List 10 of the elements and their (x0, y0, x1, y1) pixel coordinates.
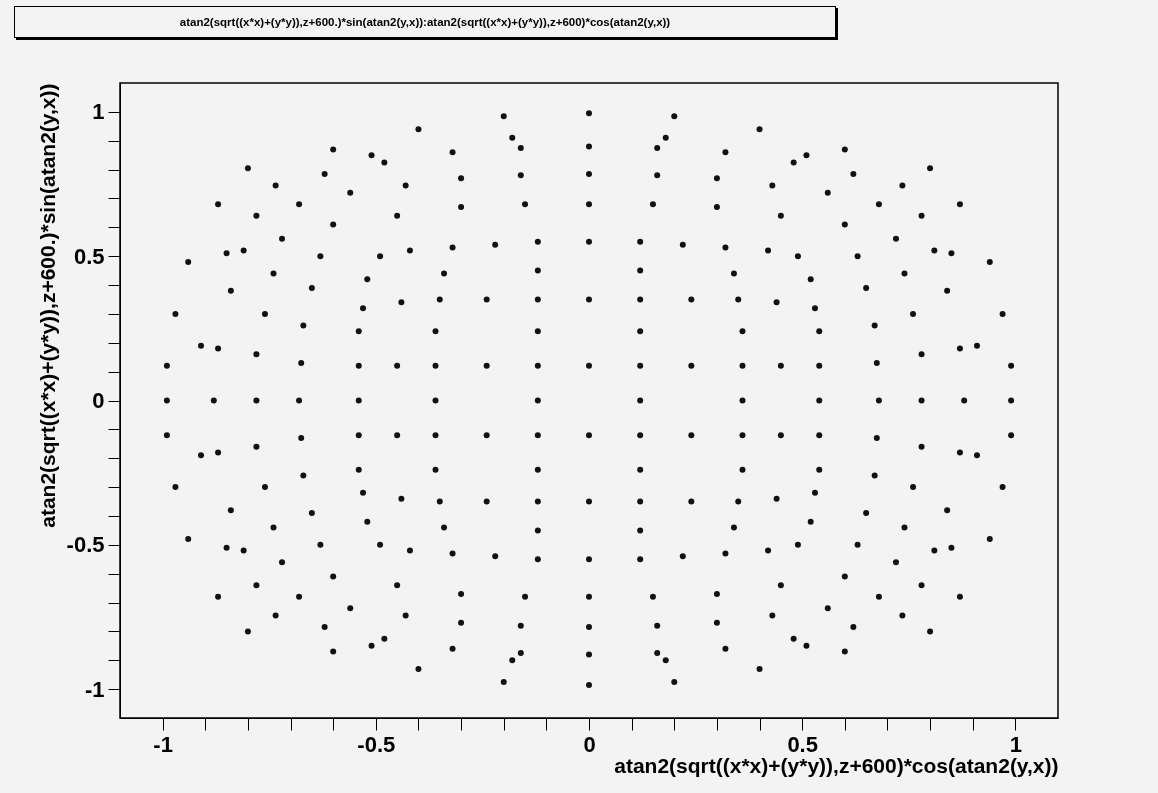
x-tick-label: -1 (153, 731, 173, 757)
y-axis-title: atan2(sqrt((x*x)+(y*y)),z+600.)*sin(atan2(y,x)) (35, 83, 59, 528)
y-tick-label: -1 (84, 676, 105, 702)
chart-title: atan2(sqrt((x*x)+(y*y)),z+600.)*sin(atan2(y,x)):atan2(sqrt((x*x)+(y*y)),z+600)*cos(atan2(y,x)) (14, 6, 836, 38)
x-tick-label: -0.5 (357, 731, 396, 757)
y-tick-label: 0.5 (73, 243, 105, 269)
y-tick-label: -0.5 (66, 532, 105, 558)
y-tick-label: 0 (92, 388, 105, 413)
y-tick-label: 1 (92, 99, 105, 125)
x-tick-label: 0 (583, 731, 596, 757)
